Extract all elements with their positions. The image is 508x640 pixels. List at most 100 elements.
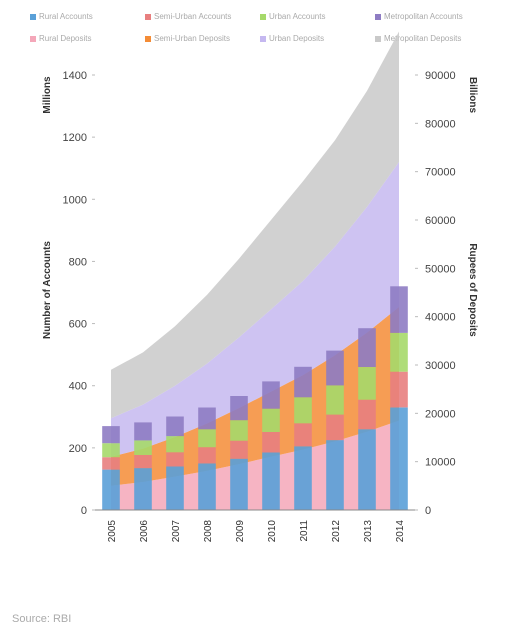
legend-swatch (375, 35, 381, 42)
legend-label: Urban Accounts (269, 12, 326, 21)
right-tick-label: 30000 (425, 360, 456, 372)
x-tick-label: 2011 (299, 520, 310, 542)
left-tick-label: 200 (69, 443, 87, 455)
legend-label: Metropolitan Accounts (384, 12, 463, 21)
account-bar (230, 440, 248, 459)
deposit-area (111, 162, 399, 457)
left-tick-label: 0 (81, 505, 87, 517)
account-bar (102, 426, 120, 444)
legend-label: Rural Accounts (39, 12, 93, 21)
account-bar (166, 416, 184, 437)
right-tick-label: 0 (425, 505, 431, 517)
account-bar (198, 407, 216, 430)
chart-svg: 0 200 400 600 800 1000 1200 1400 0 10000 20000 3000… (42, 31, 478, 543)
left-tick-label: 400 (69, 381, 87, 393)
left-tick-label: 1000 (63, 194, 87, 206)
account-bar (198, 447, 216, 464)
right-tick-label: 60000 (425, 215, 456, 227)
legend-label: Metropolitan Deposits (384, 34, 462, 43)
account-bar (166, 436, 184, 453)
legend-swatch (145, 13, 151, 20)
account-bar (198, 463, 216, 510)
account-bar (358, 399, 376, 430)
deposit-areas (111, 31, 399, 510)
account-bar (102, 469, 120, 510)
legend-item: Rural Accounts (30, 12, 93, 21)
legend-label: Semi-Urban Deposits (154, 34, 231, 43)
account-bar (326, 440, 344, 510)
account-bar (134, 468, 152, 510)
account-bar (294, 366, 312, 398)
account-bar (294, 397, 312, 424)
legend-swatch (30, 13, 36, 20)
account-bar (326, 385, 344, 415)
x-tick-label: 2005 (107, 520, 118, 543)
x-tick-label: 2007 (171, 520, 182, 543)
legend-swatch (375, 13, 381, 20)
deposit-area (111, 31, 399, 419)
account-bar (102, 457, 120, 470)
x-tick-label: 2013 (363, 520, 374, 543)
legend-label: Urban Deposits (269, 34, 325, 43)
legend-swatch (260, 35, 266, 42)
left-tick-label: 1200 (63, 132, 87, 144)
account-bar (294, 423, 312, 447)
account-bar (294, 446, 312, 510)
x-tick-label: 2014 (395, 520, 406, 543)
account-bar (262, 432, 280, 453)
x-tick-label: 2012 (331, 520, 342, 543)
x-tick-label: 2006 (139, 520, 150, 543)
left-tick-label: 1400 (63, 70, 87, 82)
legend-label: Rural Deposits (39, 34, 92, 43)
account-bar (134, 440, 152, 455)
left-axis-title: Number of Accounts (42, 241, 53, 339)
legend-item: Urban Accounts (260, 12, 325, 21)
account-bar (326, 414, 344, 441)
right-tick-label: 10000 (425, 457, 456, 469)
account-bar (358, 328, 376, 367)
account-bar (262, 452, 280, 510)
left-axis-unit: Millions (42, 76, 53, 114)
left-tick-label: 800 (69, 256, 87, 268)
legend-swatch (30, 35, 36, 42)
legend-item: Metropolitan Deposits (375, 34, 461, 43)
account-bar (134, 455, 152, 469)
x-tick-label: 2009 (235, 520, 246, 543)
right-tick-label: 20000 (425, 408, 456, 420)
right-tick-label: 90000 (425, 70, 456, 82)
x-tick-label: 2010 (267, 520, 278, 543)
right-tick-label: 70000 (425, 167, 456, 179)
legend-item: Rural Deposits (30, 34, 91, 43)
right-tick-label: 50000 (425, 263, 456, 275)
legend-item: Urban Deposits (260, 34, 324, 43)
account-bar (230, 396, 248, 421)
account-bar (390, 332, 408, 372)
right-tick-label: 40000 (425, 312, 456, 324)
right-axis-unit: Billions (467, 77, 478, 114)
source-note: Source: RBI (12, 613, 72, 625)
account-bar (166, 452, 184, 467)
account-bar (358, 429, 376, 510)
account-bar (134, 422, 152, 441)
legend-swatch (260, 13, 266, 20)
account-bars (102, 286, 408, 510)
account-bar (230, 458, 248, 510)
left-tick-label: 600 (69, 319, 87, 331)
account-bar (262, 408, 280, 432)
account-bar (166, 466, 184, 510)
account-bar (198, 429, 216, 448)
account-bar (102, 443, 120, 458)
account-bar (390, 407, 408, 510)
account-bar (326, 350, 344, 386)
account-bar (390, 286, 408, 333)
legend-item: Metropolitan Accounts (375, 12, 463, 21)
account-bar (390, 371, 408, 408)
legend-item: Semi-Urban Deposits (145, 34, 230, 43)
legend-item: Semi-Urban Accounts (145, 12, 231, 21)
right-tick-label: 80000 (425, 118, 456, 130)
right-axis-title: Rupees of Deposits (467, 243, 478, 337)
account-bar (262, 381, 280, 409)
account-bar (358, 367, 376, 400)
chart-legend: Rural Accounts Semi-Urban Accounts Urban A… (30, 12, 500, 62)
legend-label: Semi-Urban Accounts (154, 12, 232, 21)
